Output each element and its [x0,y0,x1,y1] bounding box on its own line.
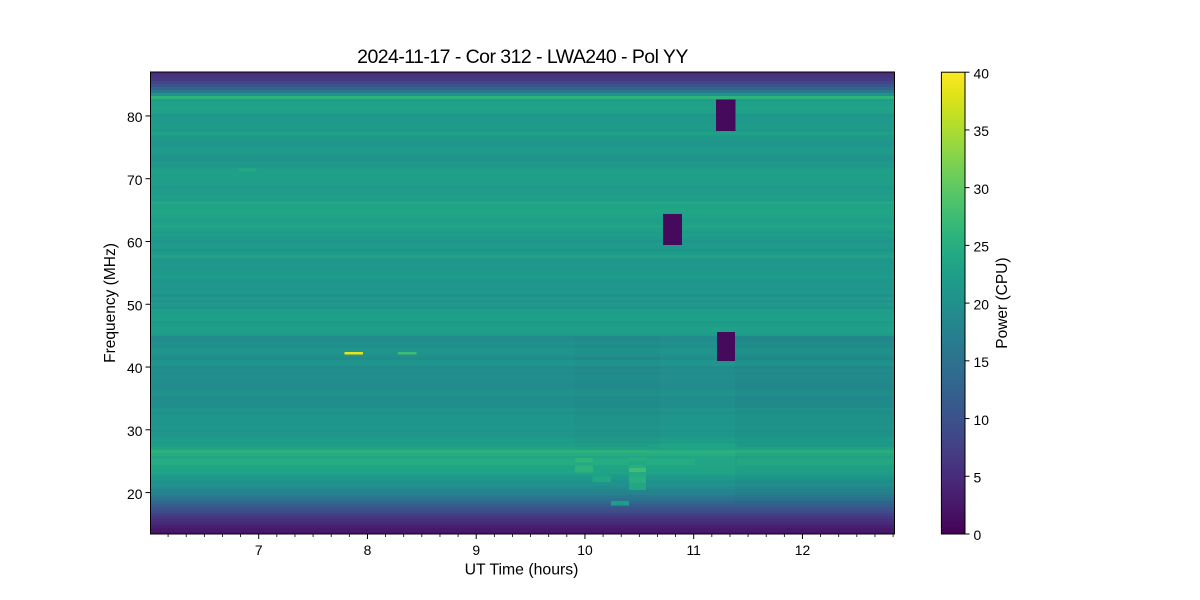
svg-text:12: 12 [795,542,811,558]
svg-text:30: 30 [974,181,990,197]
svg-text:8: 8 [364,542,372,558]
svg-text:30: 30 [127,423,143,439]
svg-text:20: 20 [127,486,143,502]
svg-text:50: 50 [127,297,143,313]
svg-text:0: 0 [974,527,982,543]
svg-text:60: 60 [127,235,143,251]
svg-text:9: 9 [472,542,480,558]
svg-text:11: 11 [686,542,701,558]
svg-text:10: 10 [577,542,593,558]
svg-text:UT Time (hours): UT Time (hours) [465,562,579,579]
svg-text:5: 5 [974,469,982,485]
svg-text:Frequency (MHz): Frequency (MHz) [102,243,119,363]
svg-text:Power (CPU): Power (CPU) [994,257,1011,348]
svg-text:7: 7 [255,542,263,558]
svg-text:40: 40 [974,65,990,81]
svg-text:25: 25 [974,239,990,255]
svg-text:10: 10 [974,412,990,428]
svg-text:80: 80 [127,109,143,125]
svg-text:2024-11-17 - Cor 312 - LWA240: 2024-11-17 - Cor 312 - LWA240 - Pol YY [357,46,688,68]
svg-text:35: 35 [974,123,990,139]
svg-text:70: 70 [127,172,143,188]
svg-text:40: 40 [127,360,143,376]
svg-text:15: 15 [974,354,990,370]
svg-text:20: 20 [974,296,990,312]
